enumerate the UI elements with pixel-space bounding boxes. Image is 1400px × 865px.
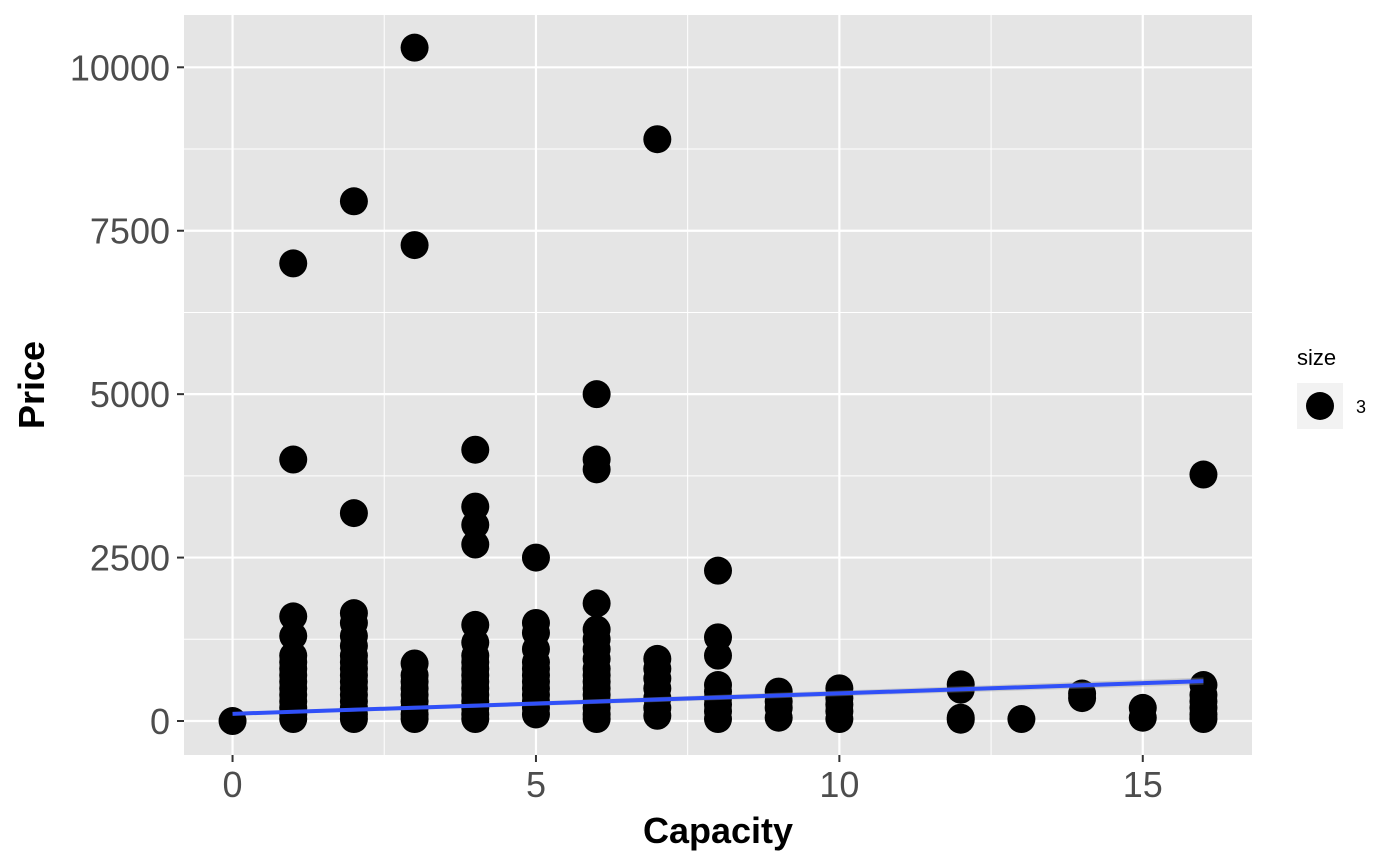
data-point [643,125,672,154]
data-point [521,700,550,729]
data-point [461,530,490,559]
data-point [764,703,793,732]
data-point [400,705,429,734]
x-axis-title: Capacity [643,810,793,851]
data-point [339,187,368,216]
data-point [461,510,490,539]
data-point [704,641,732,670]
data-points [218,33,1218,736]
data-point [1128,703,1157,732]
y-tick-label: 2500 [90,538,170,579]
major-gridlines [184,15,1252,755]
data-point [279,249,308,278]
data-point [704,556,732,585]
y-tick-label: 0 [150,701,170,742]
x-tick-label: 15 [1123,764,1163,805]
trend-line [232,679,1204,716]
y-axis-title: Price [11,341,52,429]
y-tick-label: 10000 [70,47,170,88]
x-tick-label: 10 [819,764,859,805]
x-axis-ticks: 0 5 10 15 [223,755,1163,805]
y-axis-ticks: 0 2500 5000 7500 10000 [70,47,184,742]
data-point [704,705,732,734]
data-point [643,701,672,730]
data-point [1189,705,1218,734]
x-tick-label: 0 [223,764,243,805]
x-tick-label: 5 [526,764,546,805]
data-point [825,705,854,734]
data-point [582,380,611,409]
data-point [1007,705,1036,734]
data-point [339,499,368,528]
legend-key-point [1306,392,1334,420]
data-point [946,705,975,734]
data-point [582,455,611,484]
legend-label: 3 [1356,397,1366,417]
data-point [582,705,611,734]
data-point [400,33,429,62]
data-point [279,445,308,474]
legend: size 3 [1297,345,1366,429]
data-point [279,622,308,651]
data-point [1068,684,1097,713]
data-point [279,602,308,631]
data-point [1189,460,1218,489]
data-point [521,543,550,572]
trend-line-group [232,677,1204,716]
data-point [461,705,490,734]
data-point [339,705,368,734]
y-tick-label: 5000 [90,374,170,415]
data-point [279,705,308,734]
data-point [218,707,247,736]
legend-title: size [1297,345,1336,370]
y-tick-label: 7500 [90,211,170,252]
data-point [582,589,611,618]
data-point [461,435,490,464]
data-point [400,231,429,260]
